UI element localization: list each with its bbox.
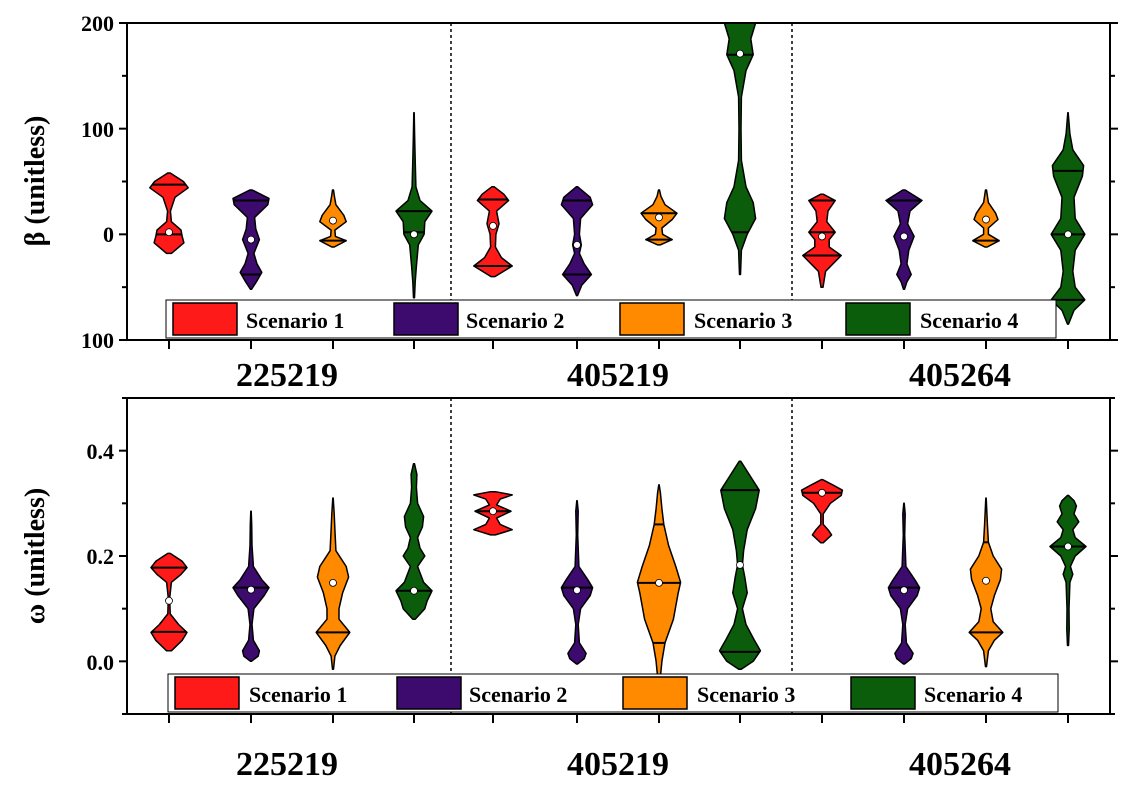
group-label: 225219 [236,357,338,394]
y-tick-label: 0.0 [87,650,115,675]
mean-marker [1064,542,1072,551]
legend-swatch-scenario-1 [174,676,240,710]
mean-marker [329,578,337,587]
legend-label: Scenario 3 [694,308,792,333]
legend-swatch-scenario-3 [622,676,688,710]
legend: Scenario 1 Scenario 2 Scenario 3 Scenari… [167,673,1059,713]
legend-swatch-scenario-4 [845,302,911,336]
mean-marker [818,488,826,497]
legend-label: Scenario 1 [246,308,344,333]
violin-405264-scenario-4 [1050,112,1086,325]
group-label: 405219 [567,357,669,394]
legend-label: Scenario 3 [697,682,795,707]
mean-marker [489,507,497,516]
y-axis-label: ω (unitless) [20,488,51,624]
violin-405219-scenario-1 [473,186,513,278]
legend-label: Scenario 2 [466,308,564,333]
violin-405264-scenario-2 [887,502,921,665]
plot-frame [126,397,1111,715]
violin-405219-scenario-4 [723,23,757,276]
y-axis-label: β (unitless) [20,116,51,247]
legend-swatch-scenario-2 [393,302,459,336]
violin-225219-scenario-1 [149,172,189,255]
x-axis-ticks [168,714,1069,723]
mean-marker [247,585,255,594]
legend-label: Scenario 4 [920,308,1018,333]
legend-swatch-scenario-2 [396,676,462,710]
mean-marker [736,49,744,58]
mean-marker [247,235,255,244]
y-tick-label: 0.2 [87,544,115,569]
mean-marker [655,213,663,222]
mean-marker [982,576,990,585]
mean-marker [818,232,826,241]
plot-frame [126,22,1111,341]
group-label: 405264 [909,357,1011,394]
mean-marker [489,221,497,230]
mean-marker [165,228,173,237]
violin-405264-scenario-1 [800,478,844,544]
y-axis-ticks [119,22,1118,341]
y-tick-label: 100 [81,117,114,142]
mean-marker [329,216,337,225]
legend-label: Scenario 4 [924,682,1022,707]
mean-marker [410,586,418,595]
group-label: 225219 [236,746,338,783]
legend-label: Scenario 2 [469,682,567,707]
y-tick-label: 0.4 [87,439,115,464]
y-tick-label: 200 [81,11,114,36]
mean-marker [410,230,418,239]
legend-swatch-scenario-4 [850,676,916,710]
mean-marker [736,561,744,569]
mean-marker [900,232,908,241]
mean-marker [982,215,990,224]
mean-marker [573,240,581,249]
group-label: 405264 [909,746,1011,783]
x-axis-ticks [168,340,1069,349]
violin-405264-scenario-4 [1049,494,1087,647]
violin-225219-scenario-4 [395,112,433,299]
mean-marker [573,586,581,595]
omega-violins [150,460,1087,684]
y-axis-ticks [119,397,1118,715]
group-label: 405219 [567,746,669,783]
legend-swatch-scenario-1 [172,302,238,336]
legend: Scenario 1 Scenario 2 Scenario 3 Scenari… [165,299,1057,339]
y-tick-label: 100 [81,328,114,353]
beta-panel: 200 100 0 100 β (unitless) 225219 405219… [20,11,1118,394]
legend-swatch-scenario-3 [619,302,685,336]
violin-405219-scenario-2 [560,499,594,665]
violin-405264-scenario-1 [802,193,842,288]
violin-225219-scenario-4 [395,463,433,620]
mean-marker [655,578,663,587]
mean-marker [165,596,173,605]
omega-panel: 0.4 0.2 0.0 ω (unitless) 225219 405219 4… [20,397,1118,783]
y-tick-label: 0 [103,222,114,247]
mean-marker [1064,230,1072,239]
beta-violins [149,23,1086,325]
legend-label: Scenario 1 [249,682,347,707]
mean-marker [900,586,908,595]
